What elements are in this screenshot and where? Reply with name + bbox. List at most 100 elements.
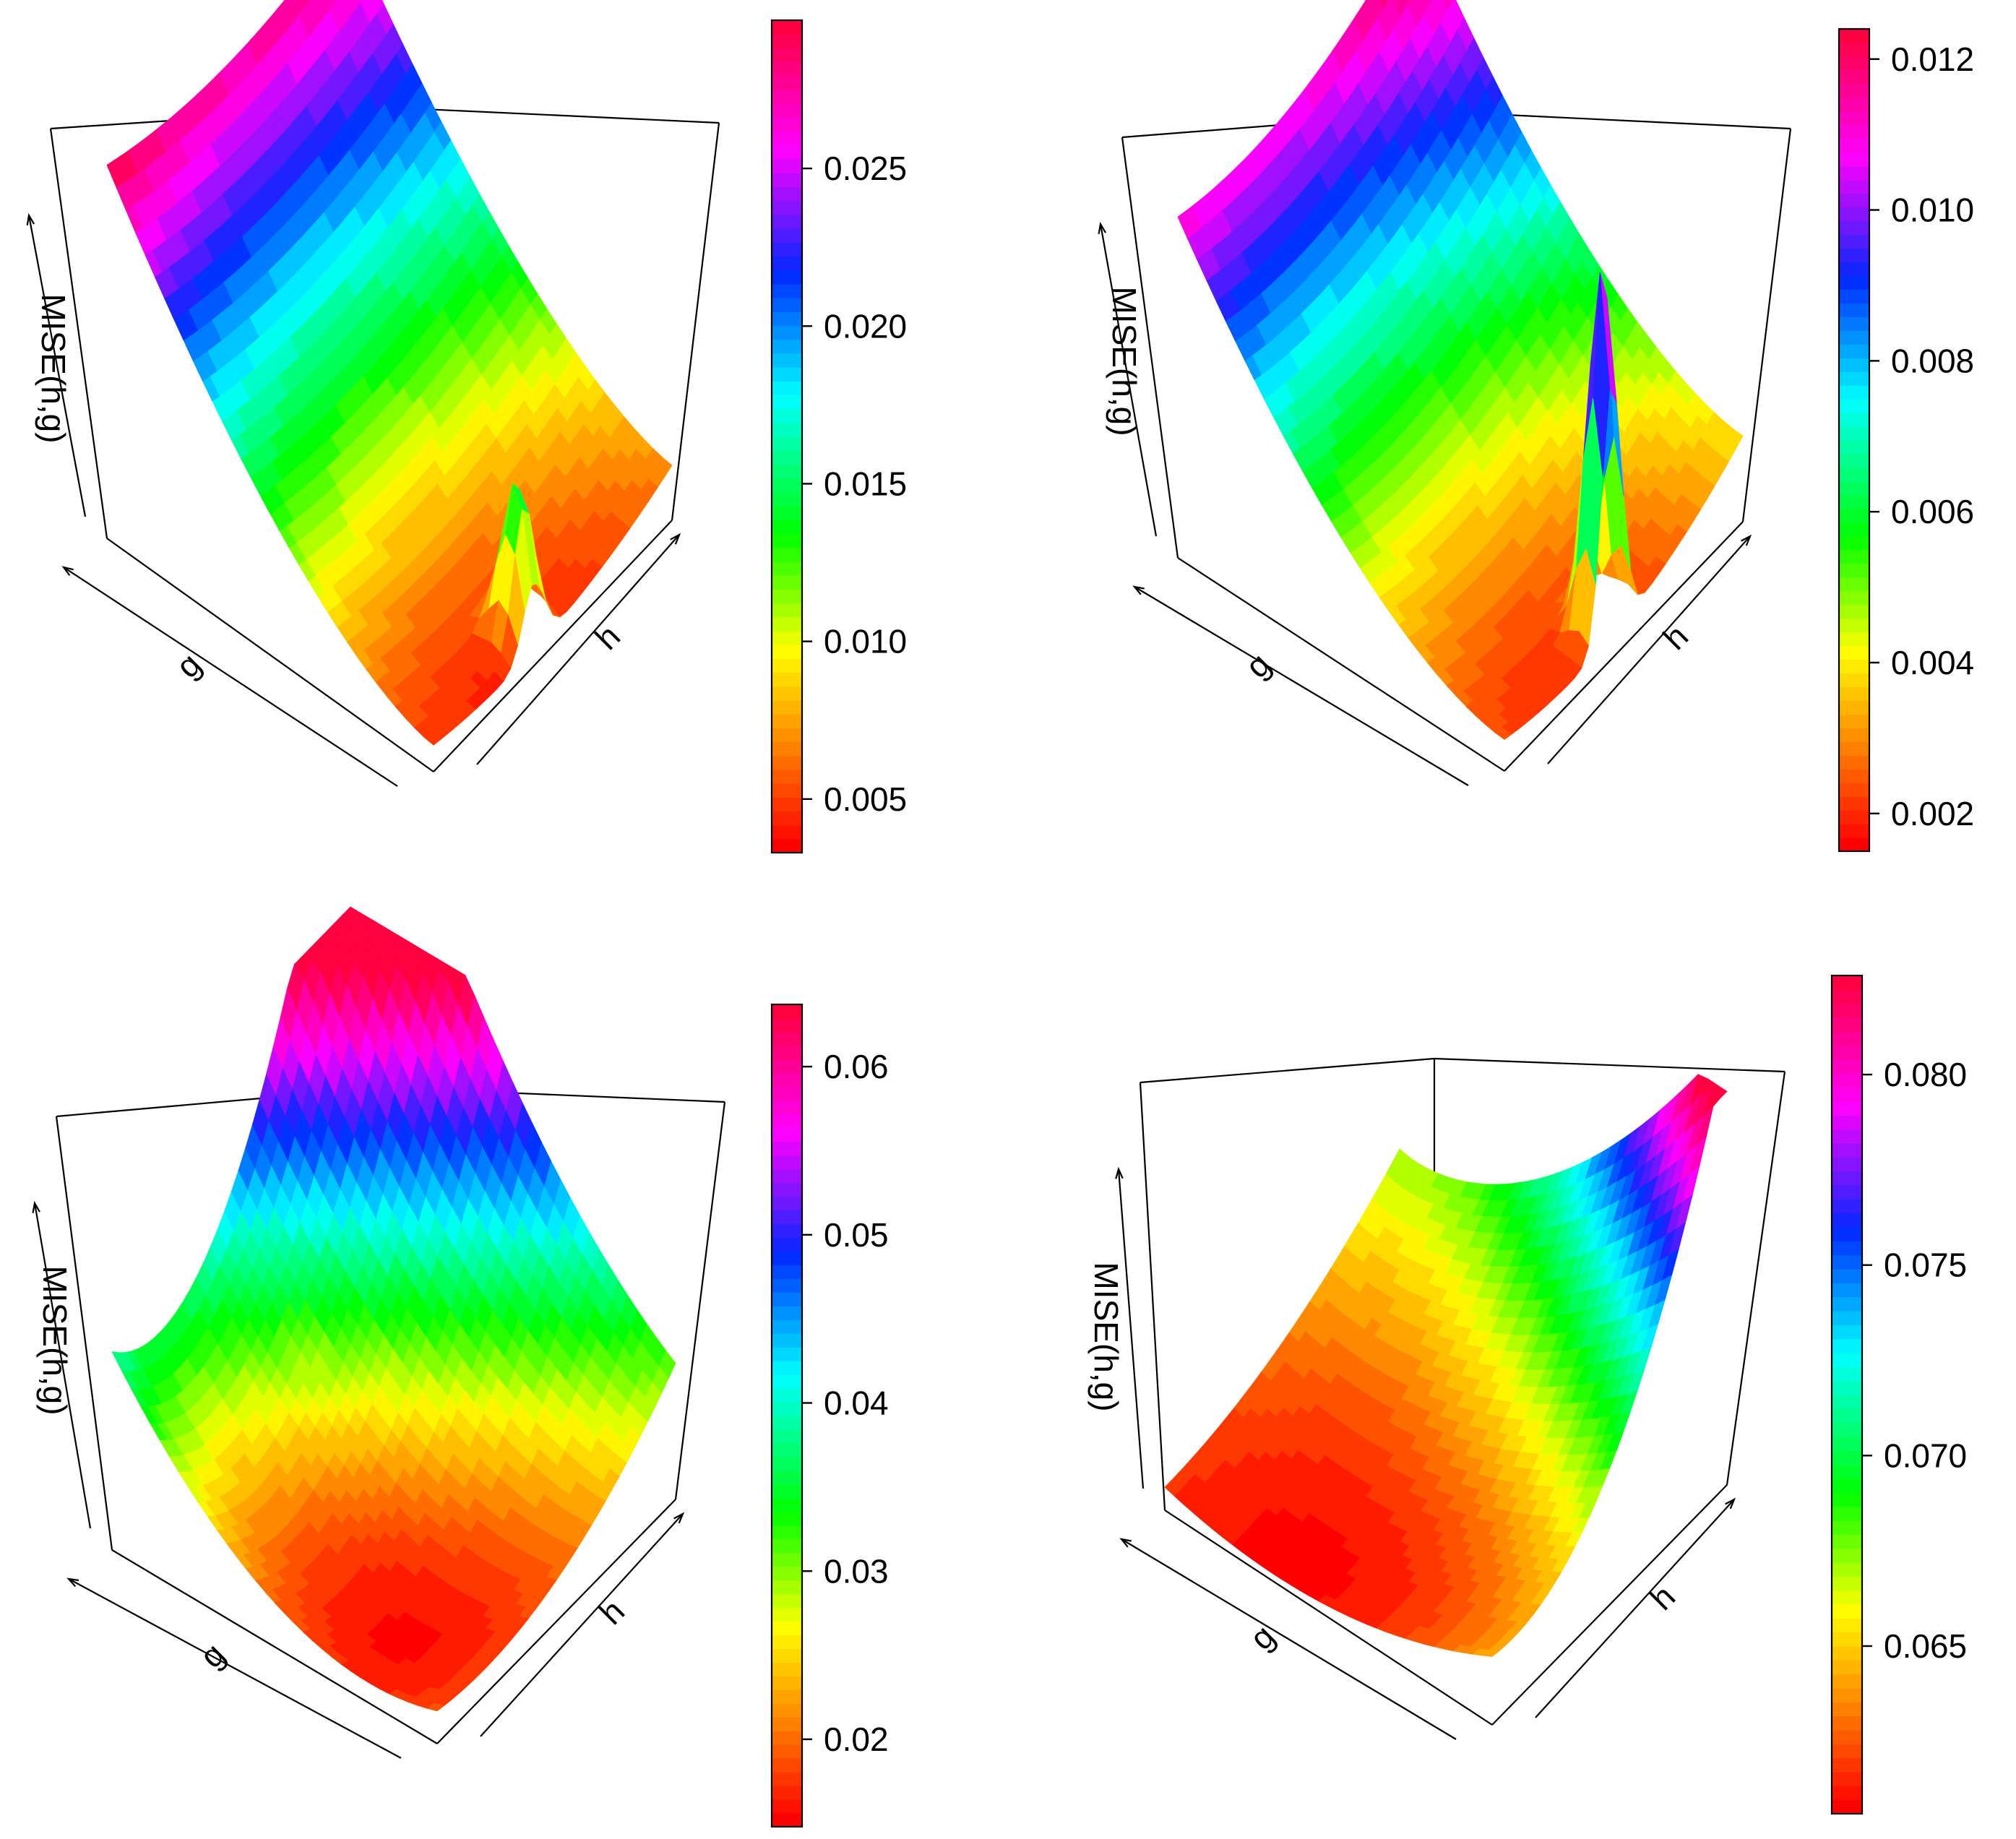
colorbar-swatch (772, 506, 802, 520)
colorbar-swatch (772, 645, 802, 659)
colorbar-swatch (772, 62, 802, 77)
colorbar-swatch (1839, 125, 1869, 139)
colorbar-tick-label: 0.020 (824, 307, 907, 345)
colorbar-swatch (1839, 810, 1869, 824)
colorbar-swatch (1839, 714, 1869, 728)
colorbar-swatch (1832, 1129, 1862, 1144)
colorbar-swatch (772, 1223, 802, 1238)
colorbar-swatch (1832, 1423, 1862, 1437)
colorbar-swatch (1839, 194, 1869, 208)
colorbar-swatch (772, 1032, 802, 1046)
colorbar-swatch (772, 548, 802, 562)
colorbar-swatch (1839, 536, 1869, 551)
colorbar-swatch (772, 1087, 802, 1101)
colorbar-swatch (1839, 316, 1869, 331)
colorbar-swatch (1832, 1507, 1862, 1521)
colorbar-swatch (772, 783, 802, 798)
colorbar-swatch (1832, 1199, 1862, 1213)
colorbar-swatch (772, 311, 802, 326)
colorbar-swatch (1839, 605, 1869, 619)
colorbar-swatch (772, 1512, 802, 1526)
colorbar-swatch (1839, 659, 1869, 673)
colorbar-swatch (1832, 1185, 1862, 1200)
colorbar-swatch (1832, 1311, 1862, 1325)
colorbar-swatch (1839, 522, 1869, 537)
colorbar-swatch (1832, 1115, 1862, 1129)
colorbar-swatch (772, 1676, 802, 1690)
g-axis-arrow-head (1121, 1539, 1132, 1547)
colorbar-swatch (772, 1429, 802, 1444)
colorbar-tick-label: 0.070 (1884, 1437, 1967, 1474)
figure-canvas: MISE(h,g)gh0.0050.0100.0150.0200.025MISE… (0, 0, 2016, 1839)
colorbar-swatch (1839, 769, 1869, 783)
colorbar-swatch (772, 1333, 802, 1348)
colorbar-swatch (1839, 591, 1869, 606)
h-axis-label: h (587, 617, 627, 657)
colorbar-swatch (1839, 632, 1869, 647)
colorbar-swatch (1832, 1031, 1862, 1046)
colorbar-tick-label: 0.06 (824, 1048, 889, 1085)
colorbar-swatch (772, 1101, 802, 1115)
colorbar-swatch (1839, 70, 1869, 85)
colorbar-swatch (1832, 1088, 1862, 1102)
colorbar-swatch (772, 1470, 802, 1485)
colorbar-swatch (772, 1484, 802, 1499)
colorbar-swatch (772, 325, 802, 340)
colorbar-swatch (772, 728, 802, 742)
colorbar-swatch (772, 1251, 802, 1265)
colorbar-swatch (1839, 111, 1869, 126)
h-axis-label: h (1642, 1577, 1682, 1617)
box-edge-top-left (1140, 1059, 1434, 1082)
colorbar-swatch (1832, 1241, 1862, 1255)
box-edge-right-vertical (672, 123, 719, 520)
colorbar-swatch (1832, 1297, 1862, 1312)
colorbar-swatch (1839, 426, 1869, 441)
colorbar-swatch (772, 1539, 802, 1554)
colorbar-swatch (772, 145, 802, 160)
colorbar-swatch (772, 1772, 802, 1786)
colorbar-swatch (772, 631, 802, 645)
colorbar-swatch (1832, 1604, 1862, 1619)
colorbar-swatch (1839, 29, 1869, 43)
colorbar-swatch (772, 1786, 802, 1800)
colorbar-swatch (772, 381, 802, 395)
colorbar-swatch (772, 1306, 802, 1320)
colorbar-swatch (772, 1278, 802, 1293)
colorbar-swatch (772, 575, 802, 590)
colorbar-swatch (772, 1018, 802, 1033)
colorbar-bottom-left: 0.020.030.040.050.06 (772, 1004, 889, 1827)
colorbar-swatch (1832, 1059, 1862, 1074)
colorbar-swatch (1839, 262, 1869, 276)
colorbar-swatch (1832, 1408, 1862, 1423)
colorbar-swatch (772, 700, 802, 715)
colorbar-swatch (772, 714, 802, 728)
colorbar-swatch (1832, 1353, 1862, 1367)
colorbar-swatch (1839, 221, 1869, 236)
g-axis-label: g (192, 1635, 232, 1675)
colorbar-swatch (772, 1292, 802, 1306)
colorbar-swatch (772, 103, 802, 118)
colorbar-swatch (772, 1689, 802, 1704)
colorbar-swatch (772, 756, 802, 770)
colorbar-swatch (1832, 1576, 1862, 1590)
colorbar-swatch (1839, 248, 1869, 262)
colorbar-swatch (1839, 440, 1869, 455)
colorbar-swatch (772, 1183, 802, 1197)
colorbar-swatch (1839, 755, 1869, 770)
panel-top-right: MISE(h,g)gh0.0020.0040.0060.0080.0100.01… (1099, 0, 1975, 852)
colorbar-swatch (772, 367, 802, 382)
colorbar-swatch (1839, 741, 1869, 756)
colorbar-swatch (772, 825, 802, 840)
colorbar-swatch (772, 811, 802, 825)
colorbar-swatch (1832, 1157, 1862, 1171)
colorbar-swatch (1839, 330, 1869, 345)
surface-bottom-right (1165, 1074, 1727, 1657)
colorbar-swatch (772, 1621, 802, 1636)
colorbar-swatch (1839, 98, 1869, 112)
colorbar-swatch (772, 603, 802, 617)
panel-bottom-right: MISE(h,g)gh0.0650.0700.0750.080 (1087, 976, 1967, 1814)
colorbar-swatch (772, 1553, 802, 1567)
colorbar-swatch (772, 201, 802, 215)
colorbar-swatch (772, 1197, 802, 1211)
colorbar-swatch (1832, 1269, 1862, 1283)
